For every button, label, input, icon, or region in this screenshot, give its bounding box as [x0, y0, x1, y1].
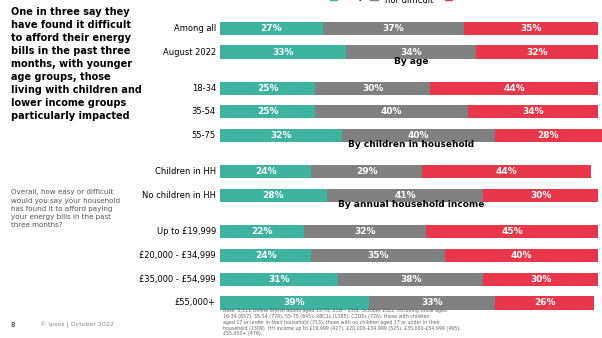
- Text: 35-54: 35-54: [192, 107, 216, 116]
- Bar: [423, 165, 591, 178]
- Bar: [495, 296, 594, 310]
- Text: 33%: 33%: [421, 298, 442, 308]
- Bar: [369, 296, 495, 310]
- Text: Children in HH: Children in HH: [155, 167, 216, 176]
- Bar: [220, 165, 311, 178]
- Text: Among all: Among all: [173, 24, 216, 33]
- Text: 25%: 25%: [257, 83, 278, 93]
- Bar: [220, 81, 315, 95]
- Bar: [327, 189, 483, 202]
- Bar: [304, 225, 426, 238]
- Bar: [311, 249, 445, 262]
- Text: Base: 2,111 Online British adults aged 15-75, 21st - 23rd. October 2022, includi: Base: 2,111 Online British adults aged 1…: [223, 308, 461, 336]
- Text: 37%: 37%: [383, 24, 405, 33]
- Text: 30%: 30%: [530, 275, 551, 284]
- Bar: [483, 189, 598, 202]
- Text: 33%: 33%: [272, 48, 294, 56]
- Text: 30%: 30%: [362, 83, 383, 93]
- Text: 28%: 28%: [262, 191, 284, 200]
- Bar: [220, 249, 311, 262]
- Text: 38%: 38%: [400, 275, 421, 284]
- Text: Up to £19,999: Up to £19,999: [157, 227, 216, 236]
- Bar: [495, 129, 602, 142]
- Bar: [220, 129, 342, 142]
- Text: 27%: 27%: [261, 24, 282, 33]
- Text: One in three say they
have found it difficult
to afford their energy
bills in th: One in three say they have found it diff…: [11, 7, 142, 121]
- Bar: [220, 105, 315, 118]
- Text: 55-75: 55-75: [192, 131, 216, 140]
- Text: 40%: 40%: [511, 251, 533, 260]
- Text: 40%: 40%: [381, 107, 403, 116]
- Text: 30%: 30%: [530, 191, 551, 200]
- Text: 32%: 32%: [526, 48, 548, 56]
- Text: 32%: 32%: [354, 227, 376, 236]
- Text: 35%: 35%: [368, 251, 389, 260]
- Bar: [220, 22, 323, 35]
- Bar: [220, 225, 304, 238]
- Text: 45%: 45%: [501, 227, 523, 236]
- Text: £55,000+: £55,000+: [175, 298, 216, 308]
- Bar: [483, 273, 598, 286]
- Bar: [464, 22, 598, 35]
- Text: 29%: 29%: [356, 167, 377, 176]
- Text: 25%: 25%: [257, 107, 278, 116]
- Bar: [468, 105, 598, 118]
- Bar: [220, 273, 338, 286]
- Text: 34%: 34%: [400, 48, 421, 56]
- Bar: [323, 22, 464, 35]
- Text: No children in HH: No children in HH: [142, 191, 216, 200]
- Text: 24%: 24%: [255, 251, 276, 260]
- Text: By age: By age: [394, 57, 428, 66]
- Text: © Ipsos | October 2022: © Ipsos | October 2022: [40, 322, 113, 328]
- Legend: Easy, Neither easy
nor difficult, Difficult: Easy, Neither easy nor difficult, Diffic…: [326, 0, 495, 9]
- Text: 22%: 22%: [251, 227, 273, 236]
- Text: 31%: 31%: [268, 275, 290, 284]
- Bar: [315, 81, 430, 95]
- Text: 18-34: 18-34: [191, 83, 216, 93]
- Text: 34%: 34%: [523, 107, 544, 116]
- Text: By children in household: By children in household: [348, 141, 474, 149]
- Bar: [220, 46, 346, 58]
- Text: Overall, how easy or difficult
would you say your household
has found it to affo: Overall, how easy or difficult would you…: [11, 189, 120, 228]
- Text: 35%: 35%: [521, 24, 542, 33]
- Bar: [342, 129, 495, 142]
- Text: 28%: 28%: [538, 131, 559, 140]
- Bar: [220, 296, 369, 310]
- Text: 44%: 44%: [503, 83, 525, 93]
- Bar: [476, 46, 598, 58]
- Text: 26%: 26%: [534, 298, 556, 308]
- Bar: [445, 249, 598, 262]
- Text: 41%: 41%: [394, 191, 416, 200]
- Bar: [315, 105, 468, 118]
- Text: 40%: 40%: [408, 131, 429, 140]
- Text: 8: 8: [11, 322, 15, 328]
- Bar: [430, 81, 598, 95]
- Text: By annual household income: By annual household income: [338, 200, 484, 209]
- Text: £20,000 - £34,999: £20,000 - £34,999: [139, 251, 216, 260]
- Bar: [338, 273, 483, 286]
- Text: £35,000 - £54,999: £35,000 - £54,999: [139, 275, 216, 284]
- Bar: [426, 225, 598, 238]
- Bar: [311, 165, 423, 178]
- Bar: [346, 46, 476, 58]
- Text: 32%: 32%: [270, 131, 291, 140]
- Bar: [220, 189, 327, 202]
- Text: 44%: 44%: [495, 167, 517, 176]
- Text: August 2022: August 2022: [163, 48, 216, 56]
- Text: 24%: 24%: [255, 167, 276, 176]
- Text: 39%: 39%: [284, 298, 305, 308]
